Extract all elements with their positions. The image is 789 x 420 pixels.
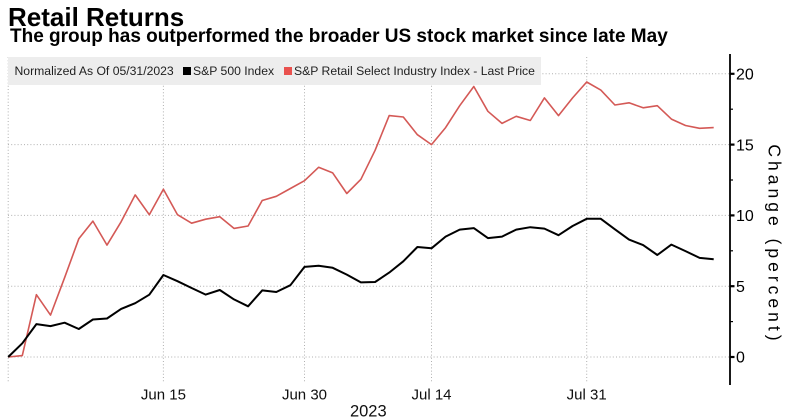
svg-text:0: 0 [736,350,745,367]
svg-text:Jun 15: Jun 15 [141,387,186,404]
svg-text:Jun 30: Jun 30 [282,387,327,404]
svg-text:20: 20 [736,67,754,84]
svg-text:15: 15 [736,137,754,154]
svg-text:Jul 31: Jul 31 [567,387,607,404]
svg-text:5: 5 [736,279,745,296]
svg-text:10: 10 [736,208,754,225]
svg-text:2023: 2023 [350,403,387,420]
svg-text:Change (percent): Change (percent) [765,144,785,344]
svg-text:Jul 14: Jul 14 [411,387,451,404]
